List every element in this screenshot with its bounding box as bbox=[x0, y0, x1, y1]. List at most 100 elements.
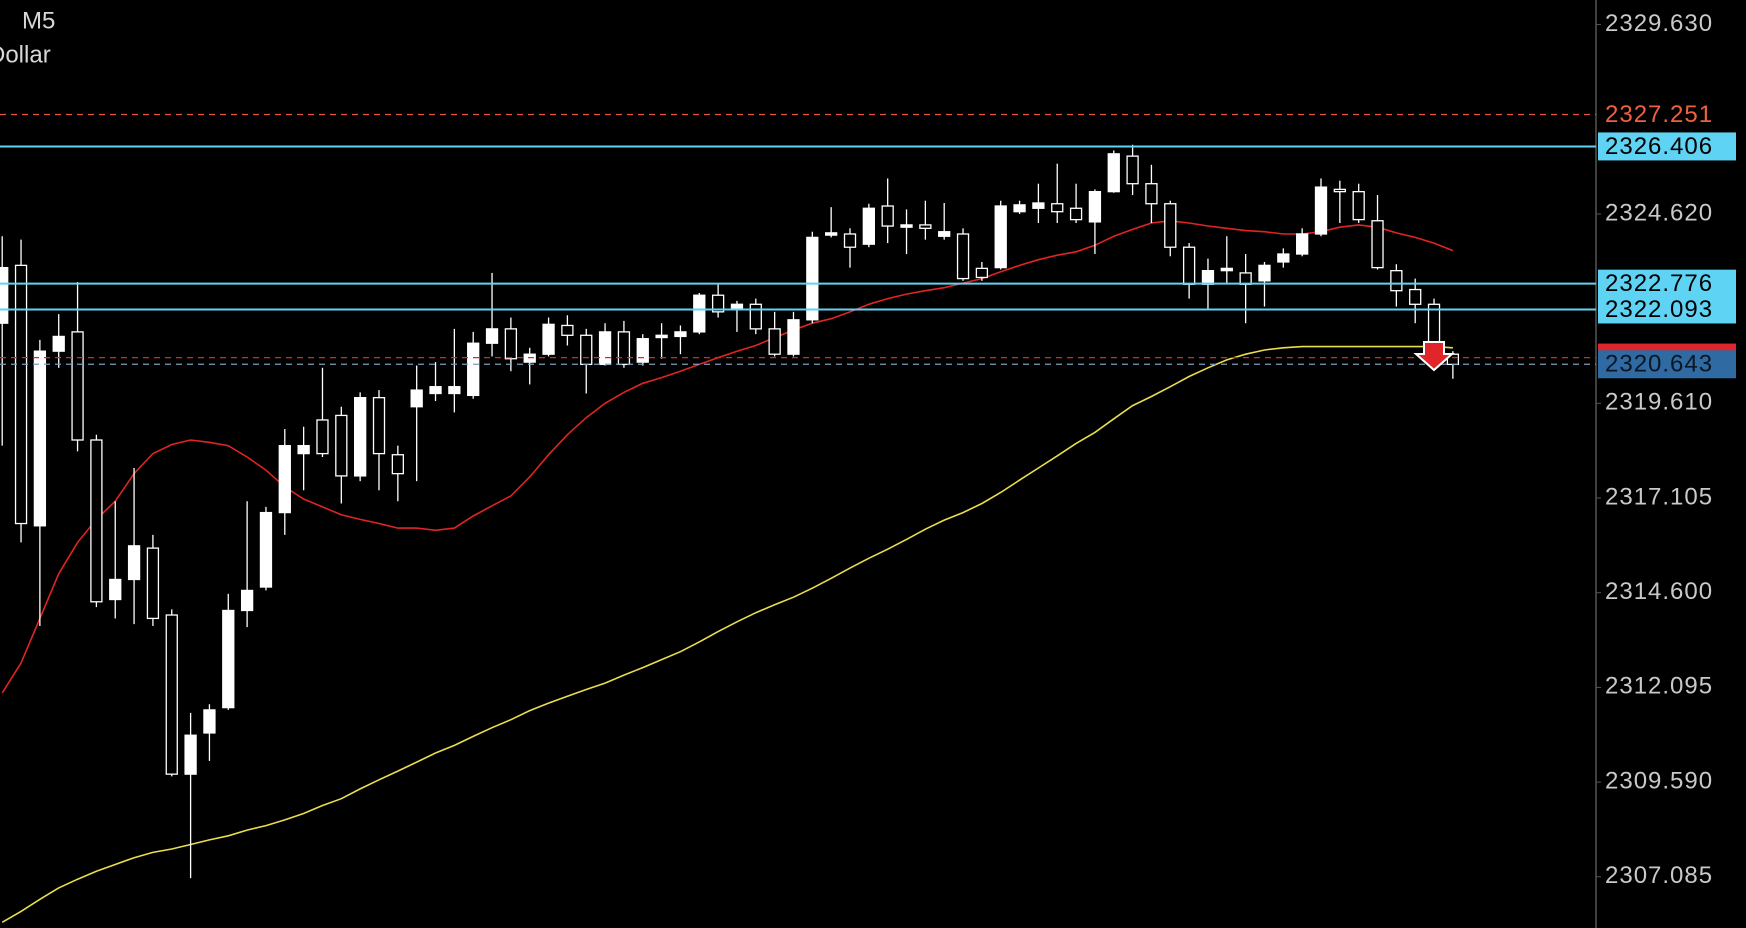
y-tick-label: 2317.105 bbox=[1605, 483, 1713, 510]
candle-body bbox=[843, 233, 857, 248]
y-tick-label: 2329.630 bbox=[1605, 10, 1713, 37]
candle-body bbox=[1107, 153, 1120, 193]
candle-body bbox=[372, 397, 386, 455]
candle-body bbox=[975, 267, 989, 279]
candle-body bbox=[711, 294, 725, 313]
candle-body bbox=[14, 264, 28, 525]
chart-title: M5 bbox=[22, 7, 55, 34]
candle-body bbox=[391, 454, 404, 475]
chart-subtitle: Dollar bbox=[0, 41, 51, 68]
candle-body bbox=[316, 419, 329, 455]
candle-body bbox=[881, 205, 894, 227]
candle-body bbox=[278, 445, 291, 514]
candle-body bbox=[222, 609, 235, 709]
candle-body bbox=[448, 386, 461, 395]
candle-body bbox=[410, 389, 423, 408]
candle-body bbox=[655, 334, 668, 339]
candle-body bbox=[52, 335, 65, 352]
candle-body bbox=[165, 614, 178, 775]
price-label: 2320.643 bbox=[1605, 351, 1713, 378]
price-label-box bbox=[1598, 350, 1736, 379]
candle-body bbox=[749, 303, 762, 330]
candle-body bbox=[1258, 264, 1271, 282]
sell-arrow bbox=[1413, 341, 1455, 372]
moving-average bbox=[1, 219, 1454, 694]
candle-body bbox=[1051, 203, 1064, 213]
candle-body bbox=[429, 386, 442, 395]
candle-body bbox=[504, 328, 518, 360]
candle-body bbox=[674, 331, 687, 338]
y-tick-label: 2324.620 bbox=[1605, 199, 1713, 226]
y-tick-label: 2319.610 bbox=[1605, 389, 1713, 416]
candle-body bbox=[1409, 288, 1422, 305]
candle-body bbox=[1371, 220, 1384, 269]
candle-body bbox=[1145, 183, 1158, 205]
candle-body bbox=[1164, 203, 1177, 248]
candle-body bbox=[1182, 246, 1196, 285]
candle-body bbox=[825, 232, 838, 236]
candle-body bbox=[0, 266, 9, 324]
price-label: 2327.251 bbox=[1605, 101, 1713, 128]
price-label-box bbox=[1598, 269, 1736, 298]
candle-body bbox=[730, 303, 744, 310]
y-tick-label: 2307.085 bbox=[1605, 862, 1713, 889]
candle-body bbox=[1296, 233, 1309, 255]
candle-body bbox=[919, 224, 932, 229]
candle-body bbox=[33, 350, 47, 527]
price-label: 2322.093 bbox=[1605, 296, 1713, 323]
candle-body bbox=[561, 324, 574, 336]
candle-body bbox=[617, 331, 631, 366]
candle-body bbox=[184, 734, 197, 775]
y-tick-label: 2309.590 bbox=[1605, 767, 1713, 794]
price-label: 2322.776 bbox=[1605, 270, 1713, 297]
candle-body bbox=[994, 205, 1007, 269]
candle-body bbox=[542, 323, 555, 355]
candle-body bbox=[259, 511, 273, 588]
candle-body bbox=[90, 439, 103, 603]
candle-body bbox=[768, 328, 781, 355]
y-tick-label: 2314.600 bbox=[1605, 578, 1713, 605]
candle-body bbox=[297, 445, 310, 455]
candle-body bbox=[354, 397, 367, 477]
candle-body bbox=[1390, 270, 1403, 292]
candle-body bbox=[1333, 188, 1346, 193]
candle-body bbox=[938, 231, 951, 237]
candle-body bbox=[335, 414, 348, 477]
candle-body bbox=[1314, 186, 1328, 235]
candle-body bbox=[1277, 253, 1290, 263]
candle-body bbox=[1239, 272, 1252, 285]
moving-average bbox=[1, 345, 1453, 923]
candle-body bbox=[240, 589, 254, 612]
price-label-box bbox=[1598, 132, 1736, 161]
candle-body bbox=[203, 709, 216, 734]
candle-body bbox=[1013, 204, 1026, 213]
candle-body bbox=[806, 236, 819, 321]
candle-body bbox=[1220, 267, 1233, 272]
candle-body bbox=[636, 338, 649, 363]
candle-body bbox=[956, 233, 970, 280]
candle-body bbox=[1126, 155, 1139, 185]
candle-body bbox=[900, 224, 913, 228]
candle-body bbox=[467, 342, 480, 397]
y-tick-label: 2312.095 bbox=[1605, 673, 1713, 700]
candle-body bbox=[580, 334, 593, 366]
candle-body bbox=[787, 319, 800, 355]
candle-body bbox=[109, 578, 122, 601]
candle-body bbox=[693, 294, 706, 333]
plot-area bbox=[0, 113, 1596, 923]
candle-body bbox=[1032, 202, 1045, 209]
candle-body bbox=[71, 331, 84, 441]
candle-body bbox=[598, 331, 612, 366]
candle-body bbox=[127, 545, 141, 581]
candle-body bbox=[1088, 190, 1102, 223]
price-axis: 2329.630 2324.620 2319.610 2317.105 2314.600… bbox=[1596, 10, 1736, 889]
candle-body bbox=[1201, 270, 1215, 285]
price-label-box bbox=[1598, 295, 1736, 324]
candle-body bbox=[146, 547, 160, 620]
candle-body bbox=[1069, 207, 1083, 221]
candle-body bbox=[485, 328, 499, 344]
